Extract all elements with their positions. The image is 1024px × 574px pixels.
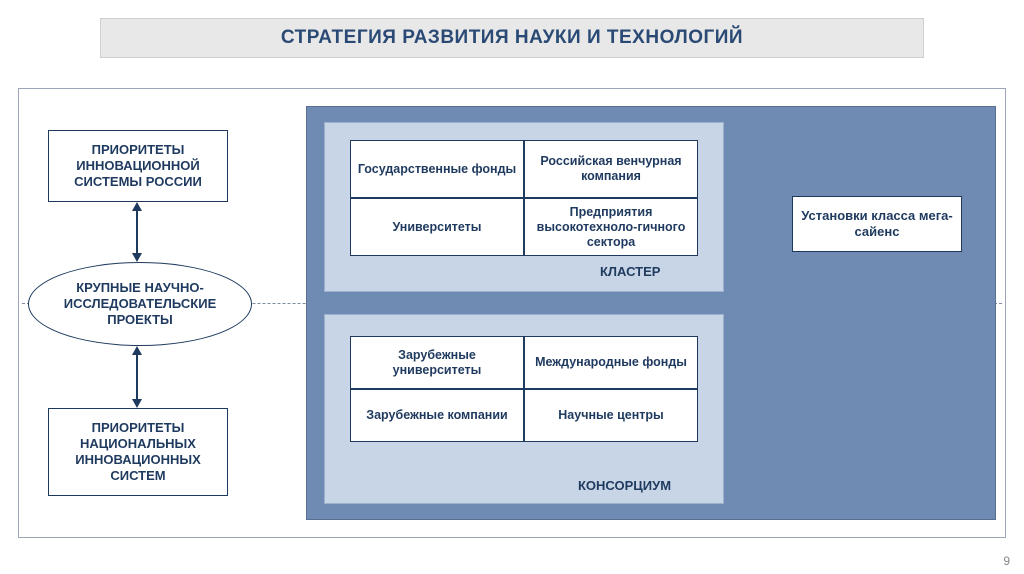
cluster-cell-3-label: Предприятия высокотехноло-гичного сектор… bbox=[529, 205, 693, 250]
projects-ellipse-label: КРУПНЫЕ НАУЧНО-ИССЛЕДОВАТЕЛЬСКИЕ ПРОЕКТЫ bbox=[35, 280, 245, 329]
consortium-cell-0-label: Зарубежные университеты bbox=[355, 348, 519, 378]
projects-ellipse: КРУПНЫЕ НАУЧНО-ИССЛЕДОВАТЕЛЬСКИЕ ПРОЕКТЫ bbox=[28, 262, 252, 346]
priorities-russia-box: ПРИОРИТЕТЫ ИННОВАЦИОННОЙ СИСТЕМЫ РОССИИ bbox=[48, 130, 228, 202]
cluster-cell-1-label: Российская венчурная компания bbox=[529, 154, 693, 184]
priorities-national-label: ПРИОРИТЕТЫ НАЦИОНАЛЬНЫХ ИННОВАЦИОННЫХ СИ… bbox=[55, 420, 221, 485]
consortium-cell-3-label: Научные центры bbox=[558, 408, 663, 423]
consortium-cell-0: Зарубежные университеты bbox=[350, 336, 524, 389]
cluster-label: КЛАСТЕР bbox=[600, 264, 660, 279]
page-title: СТРАТЕГИЯ РАЗВИТИЯ НАУКИ И ТЕХНОЛОГИЙ bbox=[100, 18, 924, 58]
cluster-cell-1: Российская венчурная компания bbox=[524, 140, 698, 198]
cluster-cell-2: Университеты bbox=[350, 198, 524, 256]
consortium-label: КОНСОРЦИУМ bbox=[578, 478, 671, 493]
mega-science-box: Установки класса мега-сайенс bbox=[792, 196, 962, 252]
page-number: 9 bbox=[1003, 554, 1010, 568]
consortium-cell-2-label: Зарубежные компании bbox=[366, 408, 507, 423]
priorities-national-box: ПРИОРИТЕТЫ НАЦИОНАЛЬНЫХ ИННОВАЦИОННЫХ СИ… bbox=[48, 408, 228, 496]
cluster-cell-0-label: Государственные фонды bbox=[358, 162, 516, 177]
consortium-cell-1: Международные фонды bbox=[524, 336, 698, 389]
page-title-text: СТРАТЕГИЯ РАЗВИТИЯ НАУКИ И ТЕХНОЛОГИЙ bbox=[281, 27, 743, 49]
cluster-cell-0: Государственные фонды bbox=[350, 140, 524, 198]
mega-science-label: Установки класса мега-сайенс bbox=[799, 208, 955, 241]
cluster-cell-3: Предприятия высокотехноло-гичного сектор… bbox=[524, 198, 698, 256]
consortium-cell-3: Научные центры bbox=[524, 389, 698, 442]
priorities-russia-label: ПРИОРИТЕТЫ ИННОВАЦИОННОЙ СИСТЕМЫ РОССИИ bbox=[55, 142, 221, 191]
cluster-cell-2-label: Университеты bbox=[393, 220, 482, 235]
consortium-cell-1-label: Международные фонды bbox=[535, 355, 687, 370]
consortium-cell-2: Зарубежные компании bbox=[350, 389, 524, 442]
